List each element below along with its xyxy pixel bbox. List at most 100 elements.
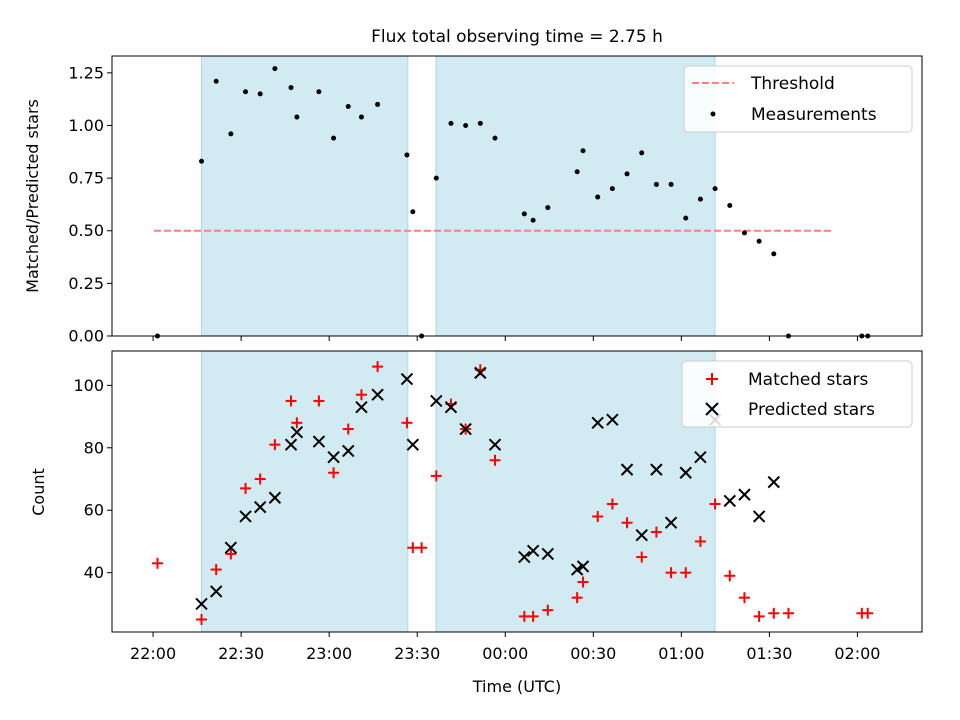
predicted-point-21 xyxy=(526,544,540,558)
measurement-point-12 xyxy=(358,114,364,120)
predicted-point-7 xyxy=(290,425,304,439)
matched-point-17 xyxy=(430,470,442,482)
measurement-point-7 xyxy=(288,85,294,91)
matched-point-23 xyxy=(527,610,539,622)
predicted-point-25 xyxy=(591,416,604,430)
legend-matched-swatch xyxy=(706,373,718,385)
top-yticks-label-0: 0.00 xyxy=(68,327,104,346)
matched-point-24 xyxy=(542,604,554,616)
matched-point-42 xyxy=(862,607,874,619)
predicted-point-30 xyxy=(664,516,678,529)
predicted-star-points xyxy=(195,366,781,611)
measurement-point-11 xyxy=(345,104,351,110)
measurement-point-17 xyxy=(433,175,439,181)
measurement-point-35 xyxy=(712,186,718,192)
measurement-point-18 xyxy=(448,120,454,126)
bot-shades-band-1 xyxy=(435,350,716,633)
predicted-point-32 xyxy=(694,450,707,464)
measurement-point-9 xyxy=(316,89,322,95)
measurement-point-2 xyxy=(213,78,219,84)
measurement-point-33 xyxy=(683,215,689,221)
legend-measurements-label: Measurements xyxy=(751,105,877,125)
top-shaded-regions xyxy=(201,55,716,337)
predicted-point-2 xyxy=(224,541,238,554)
bottom-shaded-regions xyxy=(201,350,716,633)
matched-point-33 xyxy=(680,567,692,579)
measurement-point-27 xyxy=(595,194,601,200)
predicted-point-6 xyxy=(284,438,298,451)
matched-point-40 xyxy=(782,607,794,619)
matched-point-6 xyxy=(269,439,281,451)
matched-point-0 xyxy=(151,557,163,569)
matched-point-13 xyxy=(372,361,384,373)
bottom-y-ticks: 40 60 80 100 xyxy=(73,376,112,582)
measurement-point-34 xyxy=(697,196,703,202)
measurement-point-19 xyxy=(463,122,469,128)
predicted-point-34 xyxy=(723,494,736,508)
measurement-point-6 xyxy=(272,66,278,72)
measurement-point-39 xyxy=(771,251,777,257)
top-yticks-label-4: 1.00 xyxy=(68,116,104,135)
matched-point-38 xyxy=(753,610,765,622)
bottom-legend-box xyxy=(681,360,913,428)
x-tick-label-1: 22:30 xyxy=(218,644,264,663)
x-axis-label: Time (UTC) xyxy=(472,677,561,696)
predicted-point-1 xyxy=(209,585,223,598)
measurement-point-37 xyxy=(741,230,747,236)
matched-point-21 xyxy=(489,454,501,466)
predicted-point-27 xyxy=(620,463,634,476)
predicted-point-18 xyxy=(474,366,487,380)
matched-point-3 xyxy=(225,548,237,560)
matched-point-7 xyxy=(285,395,297,407)
measurement-point-29 xyxy=(624,171,630,177)
predicted-point-37 xyxy=(767,475,781,489)
matched-point-39 xyxy=(768,607,780,619)
predicted-point-5 xyxy=(268,491,282,504)
measurement-point-21 xyxy=(492,135,498,141)
predicted-point-35 xyxy=(738,488,751,501)
predicted-point-17 xyxy=(459,422,472,436)
legend-predicted-swatch xyxy=(705,402,719,416)
predicted-point-11 xyxy=(355,400,368,414)
matched-point-25 xyxy=(571,592,583,604)
measurement-points xyxy=(154,66,871,339)
chart-title: Flux total observing time = 2.75 h xyxy=(371,27,663,47)
measurement-point-31 xyxy=(653,181,659,187)
measurement-point-5 xyxy=(257,91,263,97)
matched-point-34 xyxy=(694,535,706,547)
matched-point-30 xyxy=(636,551,648,563)
measurement-point-25 xyxy=(574,169,580,175)
measurement-point-38 xyxy=(756,238,762,244)
matched-point-1 xyxy=(196,614,208,626)
x-tick-label-7: 01:30 xyxy=(746,644,792,663)
measurement-point-14 xyxy=(404,152,410,158)
matched-point-32 xyxy=(665,567,677,579)
measurement-point-4 xyxy=(243,89,249,95)
measurement-point-26 xyxy=(580,148,586,154)
bot-yticks-label-3: 100 xyxy=(73,376,104,395)
bot-yticks-label-2: 80 xyxy=(84,438,104,457)
legend-measurement-swatch xyxy=(710,111,716,117)
measurement-point-22 xyxy=(521,211,527,217)
measurement-point-1 xyxy=(199,158,205,164)
matched-point-14 xyxy=(401,417,413,429)
x-tick-label-3: 23:30 xyxy=(394,644,440,663)
predicted-point-23 xyxy=(570,563,584,576)
measurement-point-15 xyxy=(410,209,416,215)
top-yticks-label-2: 0.50 xyxy=(68,221,104,240)
matched-point-9 xyxy=(313,395,325,407)
predicted-point-28 xyxy=(635,529,648,542)
top-legend-box xyxy=(683,65,913,133)
top-x-ticks xyxy=(152,336,858,341)
predicted-point-8 xyxy=(312,435,326,448)
top-shades-band-0 xyxy=(201,55,409,337)
x-tick-label-2: 23:00 xyxy=(306,644,352,663)
legend-matched-label: Matched stars xyxy=(748,370,868,390)
bot-yticks-label-0: 40 xyxy=(84,563,104,582)
matched-point-27 xyxy=(592,510,604,522)
top-axes-frame xyxy=(111,55,923,337)
matched-point-12 xyxy=(355,389,367,401)
bottom-legend: Matched stars Predicted stars xyxy=(681,360,913,428)
top-shades-band-1 xyxy=(435,55,716,337)
